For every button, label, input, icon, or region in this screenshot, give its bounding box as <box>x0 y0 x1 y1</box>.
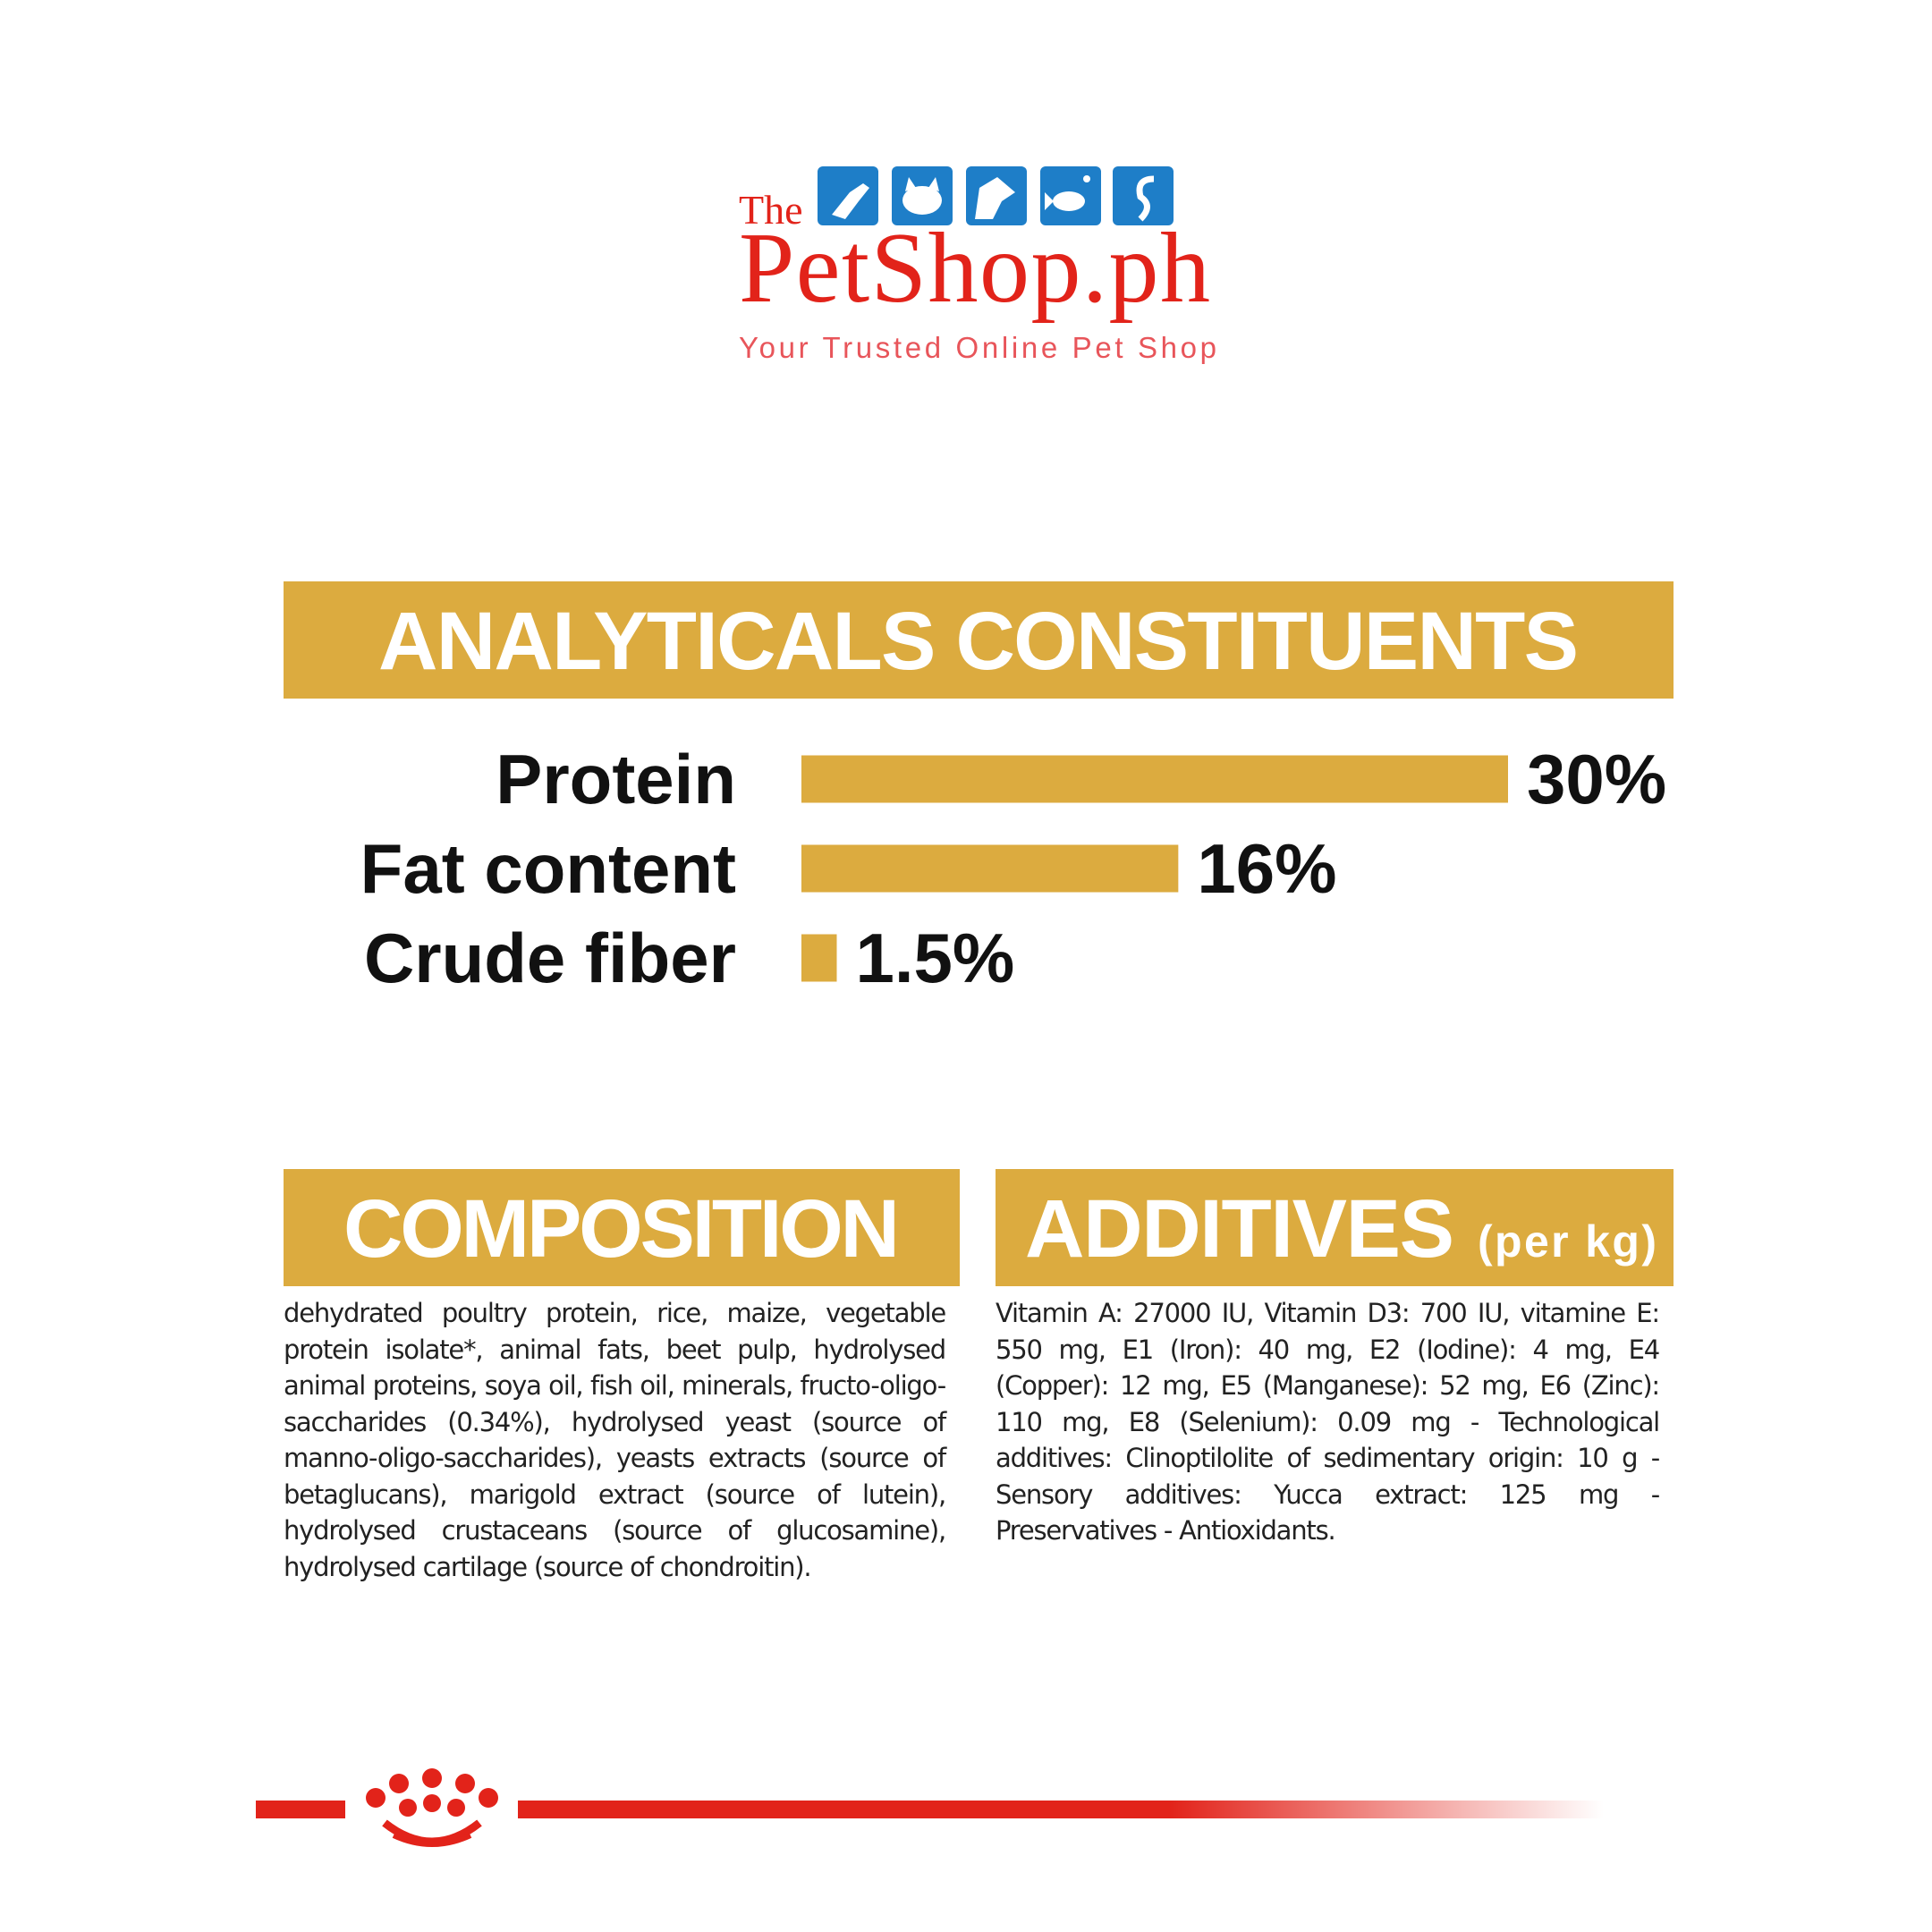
chart-title: ANALYTICALS CONSTITUENTS <box>378 596 1579 687</box>
additives-banner <box>996 1169 1674 1286</box>
category-label: Protein <box>496 740 736 818</box>
logo-icons <box>818 166 1174 225</box>
additives-title: ADDITIVES <box>1025 1183 1454 1275</box>
composition-title: COMPOSITION <box>343 1183 900 1275</box>
tagline: Your Trusted Online Pet Shop <box>739 331 1219 364</box>
bar <box>801 755 1508 803</box>
brand-name: PetShop.ph <box>739 213 1210 324</box>
value-label: 16% <box>1197 829 1336 908</box>
brand-prefix: The <box>739 187 803 233</box>
category-label: Crude fiber <box>364 919 736 997</box>
bar <box>801 934 837 982</box>
composition-banner <box>284 1169 960 1286</box>
additives-text: Vitamin A: 27000 IU, Vitamin D3: 700 IU,… <box>996 1298 1660 1546</box>
footer-logo <box>256 1768 1604 1847</box>
composition-text: dehydrated poultry protein, rice, maize,… <box>284 1298 946 1582</box>
bar <box>801 844 1179 893</box>
value-label: 1.5% <box>856 919 1015 997</box>
title-banner <box>284 581 1674 699</box>
value-label: 30% <box>1527 740 1666 818</box>
additives-subtitle: (per kg) <box>1478 1216 1657 1267</box>
category-label: Fat content <box>360 829 736 908</box>
